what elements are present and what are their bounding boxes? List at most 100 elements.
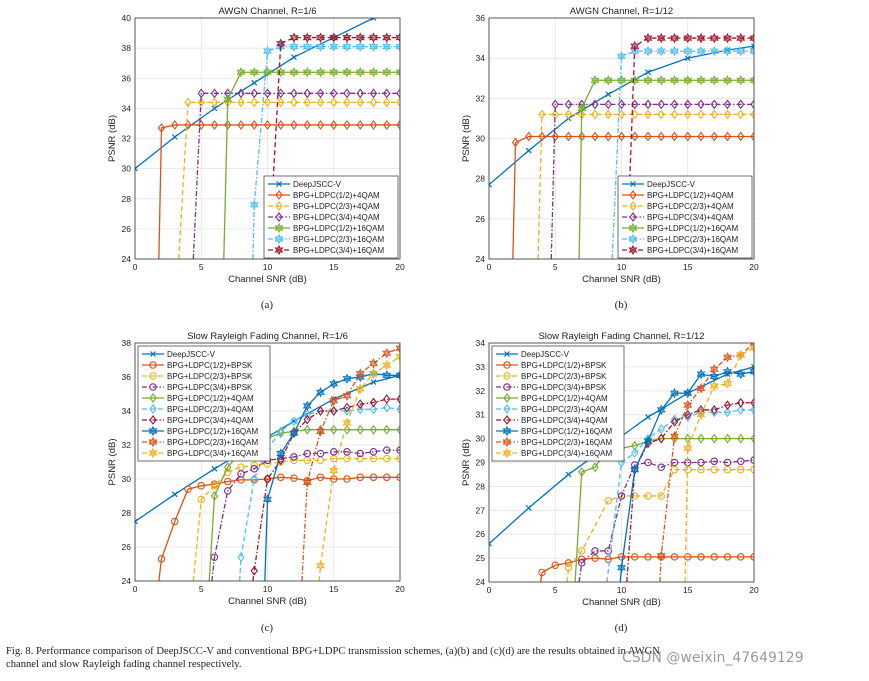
legend-label: DeepJSCC-V xyxy=(521,350,570,359)
data-point xyxy=(342,373,352,384)
data-point xyxy=(551,561,559,570)
legend-item: BPG+LDPC(2/3)+4QAM xyxy=(268,201,380,211)
data-point xyxy=(657,131,665,142)
legend-item: BPG+LDPC(1/2)+4QAM xyxy=(496,393,608,403)
data-point xyxy=(525,504,532,511)
y-tick-label: 30 xyxy=(476,134,486,144)
x-tick-label: 15 xyxy=(329,584,339,594)
data-point xyxy=(237,470,245,478)
legend-label: BPG+LDPC(2/3)+BPSK xyxy=(521,372,607,381)
y-axis-label: PSNR (dB) xyxy=(461,439,472,486)
legend-label: BPG+LDPC(1/2)+4QAM xyxy=(647,191,734,200)
series-line xyxy=(578,459,754,582)
legend-marker xyxy=(504,351,510,357)
data-point xyxy=(684,109,692,120)
data-point xyxy=(395,343,400,354)
data-point xyxy=(749,366,754,377)
data-point xyxy=(645,69,651,76)
x-axis-label: Channel SNR (dB) xyxy=(582,274,661,285)
data-point xyxy=(630,553,639,561)
data-point xyxy=(683,45,693,57)
data-point xyxy=(604,496,612,505)
data-point xyxy=(670,131,679,142)
data-point xyxy=(697,465,705,474)
data-point xyxy=(250,120,258,130)
legend-marker xyxy=(149,372,157,380)
data-point xyxy=(342,390,352,401)
y-tick-label: 38 xyxy=(122,43,132,53)
data-point xyxy=(276,38,286,49)
legend-label: BPG+LDPC(1/2)+4QAM xyxy=(293,191,380,200)
series-9 xyxy=(316,351,400,581)
legend-marker xyxy=(149,383,157,391)
series-1 xyxy=(511,131,754,259)
data-point xyxy=(249,199,259,211)
data-point xyxy=(342,417,352,429)
data-point xyxy=(710,465,718,474)
data-point xyxy=(604,547,612,555)
legend-item: BPG+LDPC(1/2)+4QAM xyxy=(622,190,734,200)
chart-title: Slow Rayleigh Fading Channel, R=1/12 xyxy=(538,331,704,342)
y-tick-label: 34 xyxy=(476,53,486,63)
data-point xyxy=(723,45,732,57)
data-point xyxy=(396,97,400,108)
data-point xyxy=(171,134,178,140)
data-point xyxy=(316,560,325,571)
data-point xyxy=(369,66,378,78)
data-point xyxy=(355,383,365,395)
y-tick-label: 24 xyxy=(122,576,132,586)
data-point xyxy=(538,568,546,577)
series-line xyxy=(178,101,400,259)
data-point xyxy=(289,66,299,78)
caption-line-2: channel and slow Rayleigh fading channel… xyxy=(6,659,242,670)
data-point xyxy=(670,553,679,561)
data-point xyxy=(303,409,311,420)
legend-label: BPG+LDPC(3/4)+4QAM xyxy=(647,213,734,222)
data-point xyxy=(224,462,232,473)
data-point xyxy=(369,424,378,435)
data-point xyxy=(750,109,754,120)
data-point xyxy=(525,131,533,142)
data-point xyxy=(290,474,298,482)
data-point xyxy=(684,99,692,110)
data-point xyxy=(184,120,192,130)
data-point xyxy=(343,97,351,108)
data-point xyxy=(250,97,258,108)
data-point xyxy=(630,464,640,475)
data-point xyxy=(751,43,754,50)
series-6 xyxy=(268,32,400,259)
legend-marker xyxy=(275,201,283,211)
data-point xyxy=(683,75,693,86)
data-point xyxy=(250,88,258,99)
data-point xyxy=(277,88,285,99)
data-point xyxy=(605,91,612,98)
data-point xyxy=(329,395,339,407)
y-tick-label: 36 xyxy=(476,13,486,23)
data-point xyxy=(316,426,325,437)
data-point xyxy=(343,88,351,99)
data-point xyxy=(656,404,666,416)
data-point xyxy=(670,99,679,110)
data-point xyxy=(303,424,311,435)
legend-marker xyxy=(502,425,512,437)
data-point xyxy=(696,45,706,57)
legend-item: BPG+LDPC(1/2)+16QAM xyxy=(622,222,738,234)
y-tick-label: 32 xyxy=(476,93,486,103)
data-point xyxy=(197,97,205,108)
data-point xyxy=(276,448,286,459)
data-point xyxy=(591,131,599,142)
legend-marker xyxy=(274,244,284,256)
data-point xyxy=(289,32,299,43)
data-point xyxy=(171,491,178,498)
data-point xyxy=(670,416,679,427)
legend-marker xyxy=(630,181,636,187)
series-line xyxy=(135,374,400,523)
data-point xyxy=(171,120,179,130)
data-point xyxy=(263,45,272,57)
data-point xyxy=(645,414,651,421)
x-tick-label: 15 xyxy=(683,585,693,595)
data-point xyxy=(382,370,392,381)
data-point xyxy=(617,99,626,110)
data-point xyxy=(382,473,391,482)
data-point xyxy=(370,379,377,386)
